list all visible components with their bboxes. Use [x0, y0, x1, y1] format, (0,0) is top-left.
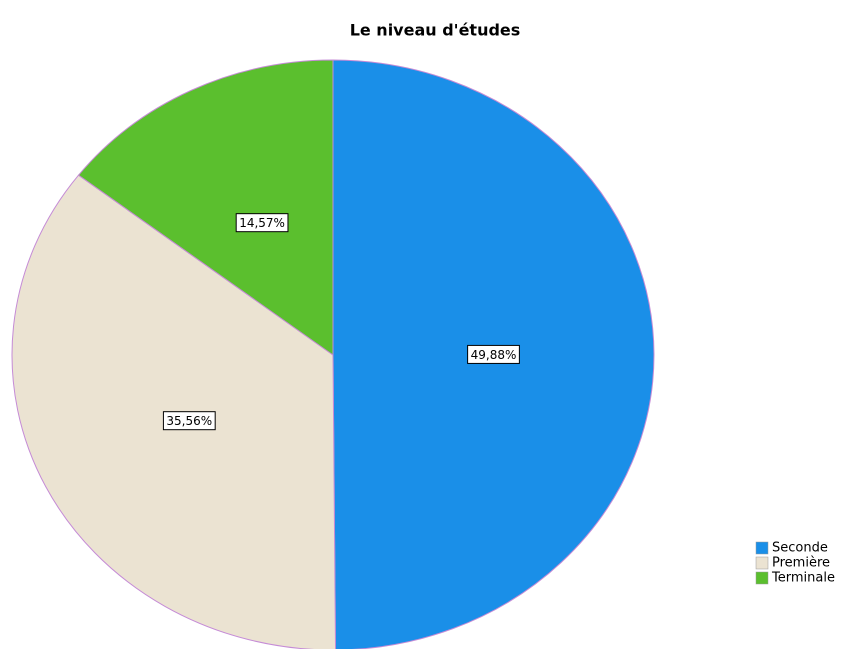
data-label: 14,57% — [239, 216, 285, 230]
data-label-box — [235, 213, 289, 233]
legend-label: Terminale — [771, 571, 835, 586]
legend-label: Seconde — [772, 541, 828, 556]
data-label: 35,56% — [166, 414, 212, 428]
legend-swatch — [755, 541, 769, 555]
data-label-box — [467, 344, 520, 364]
legend-label: Première — [772, 556, 830, 571]
chart-title: Le niveau d'études — [350, 21, 521, 40]
data-label: 49,88% — [471, 348, 517, 362]
data-label-box — [162, 411, 216, 431]
pie-slice — [77, 59, 334, 356]
legend-swatch — [755, 571, 769, 585]
legend-swatch — [755, 556, 769, 570]
